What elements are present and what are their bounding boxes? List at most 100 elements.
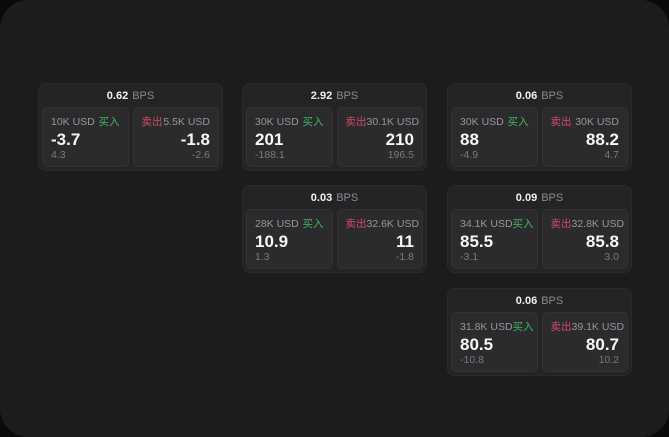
buy-price: 10.9 (255, 231, 289, 251)
sell-size-label: 39.1K USD (571, 321, 625, 333)
buy-size-label: 34.1K USD (460, 218, 513, 230)
sell-panel[interactable]: 卖出 5.5K USD -1.8 -2.6 (132, 107, 219, 167)
buy-size-label: 28K USD (255, 218, 299, 230)
buy-tag: 买入 (302, 116, 324, 128)
card-body: 10K USD 买入 -3.7 4.3 卖出 5.5K USD -1.8 -2.… (39, 107, 222, 170)
buy-panel[interactable]: 30K USD 买入 88 -4.9 (451, 107, 538, 167)
quote-card: 0.06 BPS 30K USD 买入 88 -4.9 卖出 30K USD 8… (447, 83, 632, 171)
buy-tag: 买入 (507, 116, 529, 128)
bps-value: 0.62 (106, 89, 129, 102)
buy-delta: -188.1 (255, 149, 285, 161)
sell-size-label: 30K USD (575, 116, 619, 128)
sell-price: 11 (396, 231, 414, 251)
quote-card: 0.06 BPS 31.8K USD 买入 80.5 -10.8 卖出 39.1… (447, 288, 632, 376)
sell-size-label: 5.5K USD (163, 116, 210, 128)
buy-panel[interactable]: 34.1K USD 买入 85.5 -3.1 (451, 209, 538, 269)
buy-price: 85.5 (460, 231, 494, 251)
buy-price: 201 (255, 129, 284, 149)
sell-price: 210 (385, 129, 414, 149)
sell-panel[interactable]: 卖出 32.8K USD 85.8 3.0 (541, 209, 628, 269)
sell-panel-top: 卖出 30K USD (551, 114, 620, 129)
buy-panel-top: 34.1K USD 买入 (460, 216, 534, 231)
buy-delta: -10.8 (460, 354, 484, 366)
bps-unit-label: BPS (132, 89, 155, 102)
card-body: 31.8K USD 买入 80.5 -10.8 卖出 39.1K USD 80.… (448, 312, 631, 375)
buy-size-label: 30K USD (460, 116, 504, 128)
card-body: 28K USD 买入 10.9 1.3 卖出 32.6K USD 11 -1.8 (243, 209, 426, 272)
bps-unit-label: BPS (541, 294, 564, 307)
buy-panel-top: 30K USD 买入 (255, 114, 324, 129)
sell-panel[interactable]: 卖出 30.1K USD 210 196.5 (336, 107, 423, 167)
buy-panel-top: 28K USD 买入 (255, 216, 324, 231)
buy-tag: 买入 (98, 116, 120, 128)
sell-delta: -2.6 (191, 149, 210, 161)
sell-price: 85.8 (585, 231, 619, 251)
buy-panel[interactable]: 30K USD 买入 201 -188.1 (246, 107, 333, 167)
bps-unit-label: BPS (541, 89, 564, 102)
buy-delta: 1.3 (255, 251, 270, 263)
sell-tag: 卖出 (550, 218, 572, 230)
sell-panel-top: 卖出 32.6K USD (346, 216, 420, 231)
sell-delta: 10.2 (598, 354, 619, 366)
bps-value: 0.06 (515, 294, 538, 307)
sell-delta: 3.0 (604, 251, 619, 263)
sell-delta: 196.5 (387, 149, 414, 161)
sell-panel-top: 卖出 39.1K USD (550, 319, 625, 334)
buy-size-label: 10K USD (51, 116, 95, 128)
card-header: 0.62 BPS (39, 84, 222, 107)
card-body: 30K USD 买入 88 -4.9 卖出 30K USD 88.2 4.7 (448, 107, 631, 170)
sell-panel-top: 卖出 30.1K USD (345, 114, 420, 129)
sell-tag: 卖出 (550, 116, 572, 128)
card-header: 0.03 BPS (243, 186, 426, 209)
buy-delta: 4.3 (51, 149, 66, 161)
quote-card: 0.03 BPS 28K USD 买入 10.9 1.3 卖出 32.6K US… (242, 185, 427, 273)
buy-size-label: 31.8K USD (460, 321, 513, 333)
sell-panel[interactable]: 卖出 39.1K USD 80.7 10.2 (541, 312, 628, 372)
buy-panel[interactable]: 28K USD 买入 10.9 1.3 (246, 209, 333, 269)
buy-price: 88 (460, 129, 479, 149)
sell-panel[interactable]: 卖出 32.6K USD 11 -1.8 (336, 209, 423, 269)
bps-unit-label: BPS (336, 89, 359, 102)
buy-panel[interactable]: 10K USD 买入 -3.7 4.3 (42, 107, 129, 167)
quote-card: 0.09 BPS 34.1K USD 买入 85.5 -3.1 卖出 32.8K… (447, 185, 632, 273)
buy-panel-top: 31.8K USD 买入 (460, 319, 534, 334)
buy-tag: 买入 (512, 321, 534, 333)
quote-card: 2.92 BPS 30K USD 买入 201 -188.1 卖出 30.1K … (242, 83, 427, 171)
sell-size-label: 30.1K USD (366, 116, 420, 128)
sell-panel-top: 卖出 5.5K USD (142, 114, 211, 129)
sell-size-label: 32.8K USD (571, 218, 625, 230)
sell-delta: -1.8 (395, 251, 414, 263)
buy-panel-top: 30K USD 买入 (460, 114, 529, 129)
card-body: 34.1K USD 买入 85.5 -3.1 卖出 32.8K USD 85.8… (448, 209, 631, 272)
buy-tag: 买入 (512, 218, 534, 230)
card-header: 2.92 BPS (243, 84, 426, 107)
bps-unit-label: BPS (541, 191, 564, 204)
buy-panel-top: 10K USD 买入 (51, 114, 120, 129)
bps-value: 0.09 (515, 191, 538, 204)
card-header: 0.06 BPS (448, 289, 631, 312)
card-body: 30K USD 买入 201 -188.1 卖出 30.1K USD 210 1… (243, 107, 426, 170)
card-header: 0.09 BPS (448, 186, 631, 209)
sell-tag: 卖出 (345, 116, 367, 128)
card-header: 0.06 BPS (448, 84, 631, 107)
sell-price: 88.2 (585, 129, 619, 149)
buy-delta: -3.1 (460, 251, 479, 263)
buy-panel[interactable]: 31.8K USD 买入 80.5 -10.8 (451, 312, 538, 372)
buy-delta: -4.9 (460, 149, 479, 161)
buy-price: 80.5 (460, 334, 494, 354)
sell-price: 80.7 (585, 334, 619, 354)
sell-tag: 卖出 (550, 321, 572, 333)
bps-unit-label: BPS (336, 191, 359, 204)
sell-size-label: 32.6K USD (366, 218, 420, 230)
bps-value: 2.92 (310, 89, 333, 102)
sell-price: -1.8 (180, 129, 210, 149)
sell-panel[interactable]: 卖出 30K USD 88.2 4.7 (541, 107, 628, 167)
buy-tag: 买入 (302, 218, 324, 230)
bps-value: 0.06 (515, 89, 538, 102)
bps-value: 0.03 (310, 191, 333, 204)
sell-delta: 4.7 (604, 149, 619, 161)
buy-price: -3.7 (51, 129, 81, 149)
sell-tag: 卖出 (141, 116, 163, 128)
quote-card: 0.62 BPS 10K USD 买入 -3.7 4.3 卖出 5.5K USD… (38, 83, 223, 171)
